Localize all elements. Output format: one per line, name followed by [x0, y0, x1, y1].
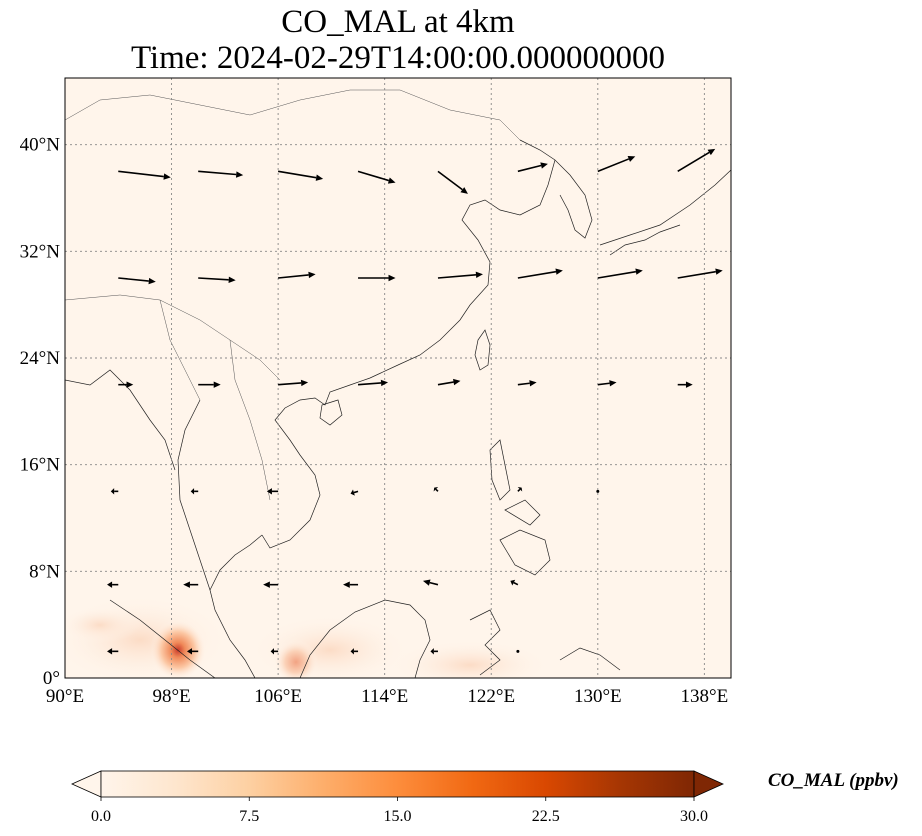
lat-tick-label: 24°N	[20, 348, 61, 369]
wind-arrow	[198, 381, 221, 388]
wind-arrow	[597, 268, 643, 279]
colorbar-tick-label: 30.0	[680, 808, 708, 825]
wind-arrow	[510, 579, 519, 586]
coastline-hainan	[319, 399, 343, 426]
lon-tick-label: 114°E	[361, 686, 408, 707]
co-hotspot-borneo	[274, 640, 318, 678]
coastline-newguinea	[559, 647, 621, 671]
wind-arrow	[350, 489, 359, 496]
colorbar-tick-label: 22.5	[532, 808, 560, 825]
wind-arrow	[107, 581, 119, 588]
coastline-china	[261, 159, 556, 549]
wind-arrow	[437, 271, 483, 279]
lat-tick-label: 8°N	[29, 561, 60, 582]
wind-arrow	[198, 276, 236, 284]
wind-arrow	[357, 379, 389, 387]
wind-arrow	[186, 648, 199, 655]
wind-arrow	[118, 170, 171, 180]
wind-arrow	[278, 379, 309, 387]
coastline-visayas	[504, 499, 541, 526]
wind-arrow	[277, 170, 324, 181]
gridlines	[65, 78, 731, 678]
wind-arrow	[278, 271, 316, 279]
colorbar-extend-min	[71, 770, 102, 798]
wind-arrow	[517, 380, 537, 387]
lat-tick-label: 40°N	[20, 135, 61, 156]
map-background	[65, 78, 731, 678]
co-hotspot-south-band	[390, 640, 550, 678]
co-hotspot-sumatra-north	[150, 620, 206, 678]
wind-arrow	[677, 268, 723, 279]
co-hotspot-sumatra-west	[65, 607, 140, 643]
wind-arrow	[517, 162, 548, 173]
coastline-borneo	[299, 599, 431, 678]
map-frame	[64, 77, 732, 679]
wind-vectors	[107, 148, 723, 655]
map-time-subtitle: Time: 2024-02-29T14:00:00.000000000	[130, 40, 666, 76]
colorbar-tick-label: 15.0	[384, 808, 412, 825]
wind-arrow	[358, 274, 396, 282]
co-hotspot-borneo-band	[250, 615, 410, 678]
wind-arrow	[437, 378, 461, 386]
colorbar-tick-label: 0.0	[91, 808, 111, 825]
coastline-taiwan	[474, 329, 491, 371]
wind-arrow	[422, 579, 439, 586]
wind-arrow	[343, 581, 359, 588]
map-title: CO_MAL at 4km	[281, 4, 515, 40]
border-lines	[65, 89, 521, 501]
wind-arrow	[437, 170, 468, 194]
wind-arrow	[597, 380, 617, 387]
colorbar-label: CO_MAL (ppbv)	[768, 770, 899, 791]
wind-arrow	[183, 581, 199, 588]
coastline-japan-south	[609, 224, 681, 256]
lon-tick-label: 90°E	[46, 686, 84, 707]
concentration-field	[65, 78, 731, 678]
coastline-korea	[519, 139, 593, 239]
lon-tick-label: 130°E	[574, 686, 622, 707]
wind-arrow	[190, 488, 199, 495]
lon-tick-label: 138°E	[681, 686, 729, 707]
coastline-sumatra	[109, 599, 216, 678]
wind-arrow	[597, 155, 636, 173]
wind-arrow	[433, 487, 439, 492]
wind-arrow	[198, 170, 244, 178]
wind-arrow	[516, 649, 520, 653]
colorbar-tick-label: 7.5	[239, 808, 259, 825]
wind-arrow	[357, 170, 396, 184]
colorbar-ticks: 0.0 7.5 15.0 22.5 30.0	[91, 797, 708, 825]
wind-arrow	[107, 648, 119, 655]
colorbar-extend-max	[693, 770, 724, 798]
lon-tick-label: 98°E	[152, 686, 190, 707]
wind-arrow	[263, 581, 279, 588]
wind-arrow	[517, 268, 563, 279]
coastline-mindanao	[499, 529, 551, 576]
coastline-sulawesi	[469, 609, 501, 676]
wind-arrow	[118, 381, 134, 388]
wind-arrow	[266, 488, 279, 495]
wind-arrow	[677, 148, 716, 173]
lat-tick-label: 0°	[43, 668, 60, 689]
wind-arrow	[350, 648, 359, 655]
wind-arrow	[118, 277, 156, 285]
coastlines	[65, 89, 731, 678]
wind-arrow	[677, 381, 693, 388]
coastline-japan	[599, 169, 731, 246]
lat-tick-labels: 0° 8°N 16°N 24°N 32°N 40°N	[20, 135, 61, 689]
lat-tick-label: 16°N	[20, 455, 61, 476]
lon-tick-label: 122°E	[467, 686, 515, 707]
wind-arrow	[430, 648, 438, 655]
colorbar: 0.0 7.5 15.0 22.5 30.0	[71, 770, 724, 825]
wind-arrow	[517, 487, 523, 492]
colorbar-gradient	[100, 770, 695, 798]
coastline-myanmar	[65, 369, 176, 471]
wind-arrow	[596, 489, 600, 493]
wind-arrow	[110, 488, 119, 495]
lat-tick-label: 32°N	[20, 241, 61, 262]
wind-arrow	[270, 648, 279, 655]
lon-tick-labels: 90°E 98°E 106°E 114°E 122°E 130°E 138°E	[46, 686, 728, 707]
coastline-andaman	[177, 399, 211, 591]
lon-tick-label: 106°E	[254, 686, 302, 707]
coastline-luzon	[489, 439, 511, 501]
